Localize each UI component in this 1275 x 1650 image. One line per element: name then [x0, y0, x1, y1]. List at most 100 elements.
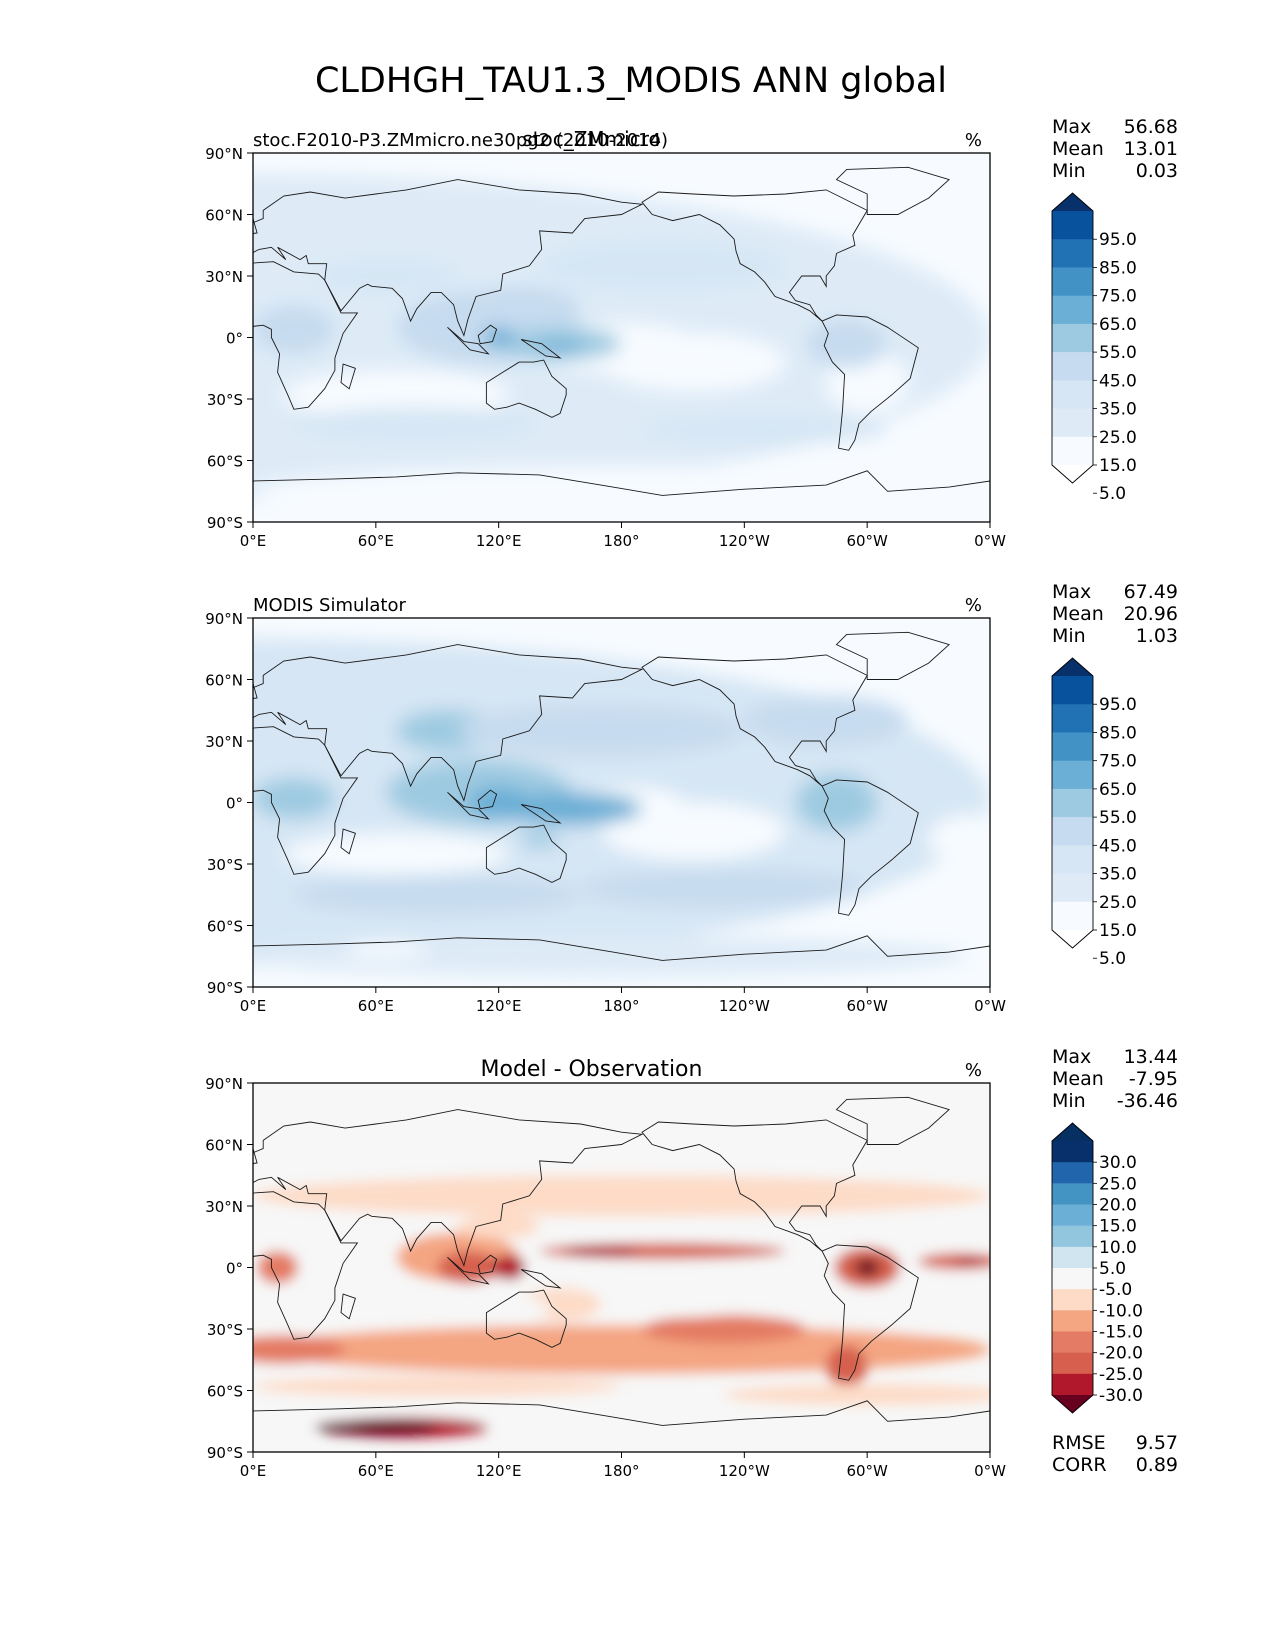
colorbar-segment: [1052, 845, 1093, 875]
coastline-11: [340, 828, 356, 855]
colorbar-segment: [1052, 704, 1093, 733]
x-tick-label: 180°: [603, 997, 639, 1015]
field-region-7: [253, 777, 335, 819]
field-region-15: [535, 341, 585, 354]
coastline-1: [253, 261, 359, 410]
coastline-11: [340, 363, 356, 390]
field-region-9: [498, 792, 642, 826]
x-tick-label: 120°W: [719, 532, 770, 550]
y-tick-label: 0°: [226, 1260, 243, 1278]
stat-max-value: 67.49: [1124, 581, 1178, 603]
field-region-10: [467, 786, 530, 819]
colorbar-segment: [1052, 1141, 1093, 1163]
colorbar-tick-label: -10.0: [1099, 1301, 1143, 1321]
corr-label: CORR: [1052, 1454, 1107, 1476]
colorbar-tick-label: 95.0: [1099, 230, 1137, 250]
panel-title-left: MODIS Simulator: [253, 595, 406, 616]
colorbar-segment: [1052, 1204, 1093, 1227]
colorbar-tick-label: 5.0: [1099, 484, 1126, 504]
field-region-13: [539, 241, 786, 291]
stat-mean-value: 13.01: [1124, 138, 1178, 160]
x-tick-label: 0°W: [974, 997, 1006, 1015]
colorbar-tick-label: 5.0: [1099, 1259, 1126, 1279]
stat-mean-label: Mean: [1052, 603, 1104, 625]
coastline-8: [447, 791, 490, 820]
colorbar-segment: [1052, 676, 1093, 705]
stat-mean-label: Mean: [1052, 1068, 1104, 1090]
field-region-14: [482, 327, 516, 348]
stat-max-value: 56.68: [1124, 116, 1178, 138]
colorbar-segment: [1052, 1331, 1093, 1354]
x-tick-label: 60°W: [846, 532, 888, 550]
field-region-15: [257, 1251, 299, 1284]
colorbar-segment: [1052, 1162, 1093, 1184]
y-tick-label: 90°S: [207, 1444, 243, 1462]
stat-mean-value: -7.95: [1129, 1068, 1178, 1090]
field-region-3: [253, 1175, 990, 1217]
coastlines: [253, 631, 990, 987]
y-tick-label: 60°S: [207, 918, 243, 936]
field-region-14: [744, 695, 909, 746]
field-region-16: [826, 1345, 868, 1387]
field-region-18: [519, 831, 561, 848]
coastline-1: [253, 1191, 359, 1340]
colorbar-segment: [1052, 817, 1093, 846]
colorbar: 30.025.020.015.010.05.0-5.0-10.0-15.0-20…: [1051, 1122, 1143, 1414]
field-region-7: [437, 1251, 499, 1284]
colorbar-tick-label: 55.0: [1099, 343, 1137, 363]
y-tick-label: 30°S: [207, 856, 243, 874]
colorbar-extend-max: [1052, 658, 1093, 676]
y-tick-label: 60°N: [205, 207, 243, 225]
map-area: [252, 152, 991, 523]
colorbar-tick-label: -20.0: [1099, 1344, 1143, 1364]
x-tick-label: 60°E: [358, 532, 394, 550]
colorbar-segment: [1052, 1183, 1093, 1205]
stat-min-value: 0.03: [1136, 160, 1178, 182]
field-region-17: [641, 1314, 806, 1344]
coastline-4: [821, 1244, 919, 1381]
field-region-6: [253, 466, 990, 516]
x-tick-label: 0°E: [240, 1462, 267, 1480]
field-region-5: [314, 1419, 438, 1436]
coastline-3: [641, 654, 868, 787]
coastline-3: [641, 189, 868, 322]
colorbar-extend-min: [1052, 1395, 1093, 1413]
stat-min-label: Min: [1052, 160, 1086, 182]
colorbar-segment: [1052, 1246, 1093, 1269]
x-tick-label: 120°W: [719, 997, 770, 1015]
colorbar-tick-label: 25.0: [1099, 428, 1137, 448]
colorbar-tick-label: 85.0: [1099, 258, 1137, 278]
colorbar: 95.0 85.0 75.0 65.0 55.0 45.0 35.0 25.0 15.0 5.0: [1051, 657, 1137, 969]
colorbar-segment: [1052, 267, 1093, 297]
field-region-14: [953, 1257, 986, 1266]
field-region-4: [283, 370, 509, 420]
x-tick-label: 120°W: [719, 1462, 770, 1480]
colorbar-tick-label: 85.0: [1099, 723, 1137, 743]
field-region-4: [283, 833, 509, 875]
colorbar-tick-label: 25.0: [1099, 893, 1137, 913]
stat-min-label: Min: [1052, 625, 1086, 647]
field-contours: [253, 173, 990, 516]
y-tick-label: 90°N: [205, 145, 243, 163]
y-tick-label: 30°N: [205, 733, 243, 751]
map-area: [252, 617, 991, 988]
colorbar-segment: [1052, 323, 1093, 353]
x-tick-label: 60°W: [846, 1462, 888, 1480]
field-region-17: [641, 415, 888, 445]
colorbar-segment: [1052, 788, 1093, 818]
colorbar-segment: [1052, 436, 1093, 466]
coastline-5: [485, 824, 567, 883]
colorbar-extend-max: [1052, 1123, 1093, 1141]
colorbar-tick-label: 15.0: [1099, 456, 1137, 476]
y-tick-label: 30°S: [207, 391, 243, 409]
stat-max-label: Max: [1052, 1046, 1091, 1068]
coastline-4: [821, 779, 919, 916]
y-tick-label: 30°S: [207, 1321, 243, 1339]
colorbar-tick-label: 55.0: [1099, 808, 1137, 828]
figure-title: CLDHGH_TAU1.3_MODIS ANN global: [315, 61, 947, 101]
colorbar-segment: [1052, 1268, 1093, 1290]
coastlines: [253, 166, 990, 522]
panel-3: Model - Observation % 90°N 60°N 30°N 0° 30°S 60…: [205, 1046, 1178, 1480]
colorbar-segment: [1052, 295, 1093, 325]
coastline-2: [253, 644, 644, 802]
